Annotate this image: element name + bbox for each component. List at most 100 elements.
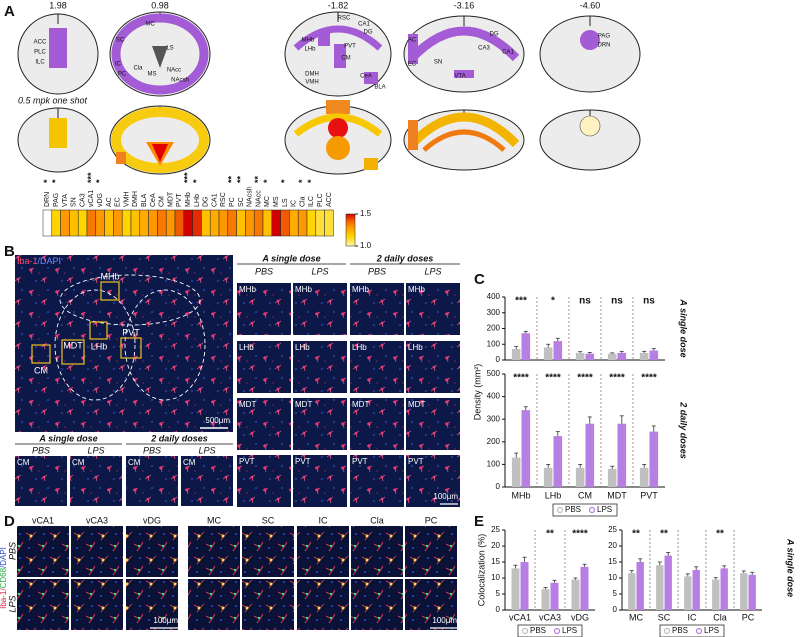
region-header: PC — [425, 515, 438, 525]
y-tick-label: 400 — [487, 292, 501, 301]
bar — [575, 467, 585, 487]
region-label: LS — [166, 46, 173, 52]
legend-box — [552, 503, 618, 517]
legend-label: PBS — [530, 626, 546, 635]
legend-box — [659, 624, 725, 637]
y-tick-label: 500 — [487, 369, 501, 378]
bregma-label: -1.82 — [328, 0, 349, 10]
heatmap-cell — [201, 209, 211, 237]
significance: **** — [641, 373, 657, 384]
tile-label: CM — [72, 458, 85, 467]
roi-box — [100, 281, 120, 301]
region-label: IC — [115, 62, 122, 68]
significance: ** — [227, 175, 237, 183]
micrograph — [405, 579, 457, 630]
brain-outline — [539, 15, 641, 93]
region-label: PLC — [34, 50, 46, 56]
heatmap-region: MC — [264, 196, 271, 207]
bar — [607, 468, 617, 487]
bar — [575, 352, 585, 360]
bar — [543, 347, 553, 360]
bregma-label: 0.98 — [151, 0, 169, 10]
significance: ** — [632, 529, 640, 540]
bar — [684, 576, 692, 610]
region-label: MC — [145, 22, 155, 28]
heatmap-cell — [77, 209, 88, 237]
y-axis-title: Colocalization (%) — [476, 534, 486, 607]
scale-label: 100μm — [153, 616, 178, 625]
heatmap-region: DG — [203, 197, 210, 208]
region-header: vCA3 — [86, 515, 108, 525]
y-tick-label: 300 — [487, 308, 501, 317]
tile-label: LHb — [239, 343, 254, 352]
region-label: AC — [408, 38, 417, 44]
significance: ** — [660, 529, 668, 540]
region-fill — [111, 13, 209, 95]
x-tick-label: LHb — [545, 490, 562, 500]
heatmap-region: ACC — [326, 192, 333, 207]
heatmap-cell — [253, 209, 264, 237]
micrograph — [406, 398, 460, 450]
x-tick-label: vDG — [571, 612, 589, 622]
heatmap-region: vCA1 — [88, 190, 95, 207]
y-tick-label: 15 — [608, 557, 617, 566]
y-tick-label: 25 — [491, 525, 500, 534]
region-header: vDG — [143, 515, 161, 525]
condition-label: PBS — [7, 542, 17, 560]
significance: * — [551, 296, 555, 307]
bar — [520, 562, 529, 610]
dose-header: 2 daily doses — [376, 253, 434, 263]
heatmap-region: RSC — [220, 192, 227, 207]
significance: * — [306, 179, 316, 183]
bar — [511, 348, 521, 360]
condition-label: PBS — [368, 266, 386, 276]
colorbar-label: 1.5 — [360, 209, 372, 218]
bar — [720, 568, 728, 610]
micrograph — [350, 455, 404, 507]
heatmap-region: CA3 — [79, 193, 86, 207]
heatmap-region: PAG — [53, 193, 60, 207]
y-tick-label: 400 — [487, 392, 501, 401]
region-label: MHb — [302, 38, 315, 44]
x-tick-label: MHb — [511, 490, 530, 500]
heatmap-region: CM — [159, 196, 166, 207]
heatmap-cell — [51, 209, 61, 237]
heatmap-cell — [121, 209, 132, 237]
heatmap-cell — [95, 209, 105, 237]
y-tick-label: 200 — [487, 437, 501, 446]
y-tick-label: 15 — [491, 557, 500, 566]
region-fill — [293, 25, 383, 51]
heatmap-region: vDG — [97, 193, 104, 207]
heatmap-region: ILC — [308, 196, 315, 207]
legend-marker — [695, 627, 703, 635]
y-axis-title: Density (mm²) — [472, 364, 482, 421]
bar — [571, 579, 580, 610]
bar — [748, 574, 756, 610]
micrograph — [181, 456, 233, 506]
heatmap-cell — [42, 209, 53, 237]
micrograph — [293, 455, 347, 507]
tile-label: MDT — [352, 400, 369, 409]
micrograph — [188, 579, 240, 630]
heatmap-cell — [209, 209, 220, 237]
x-tick-label: CM — [578, 490, 592, 500]
heatmap-cell — [104, 209, 114, 237]
panel-label: D — [4, 513, 15, 530]
tile-label: LHb — [352, 343, 367, 352]
micrograph — [293, 283, 347, 335]
significance: * — [262, 179, 272, 183]
heatmap-cell — [227, 209, 237, 237]
legend-marker — [521, 627, 529, 635]
bar — [628, 573, 636, 610]
region-label: PC — [118, 72, 127, 78]
heatmap-cell — [280, 209, 290, 237]
region-label: CA1 — [502, 50, 514, 56]
roi-label: PVT — [122, 327, 140, 337]
region-label: VMH — [305, 80, 318, 86]
tile-label: LHb — [295, 343, 310, 352]
roi-label: MDT — [63, 340, 83, 350]
heatmap-cell — [297, 209, 308, 237]
dose-header: A single dose — [261, 253, 320, 263]
y-tick-label: 0 — [496, 355, 501, 364]
micrograph — [242, 579, 294, 630]
